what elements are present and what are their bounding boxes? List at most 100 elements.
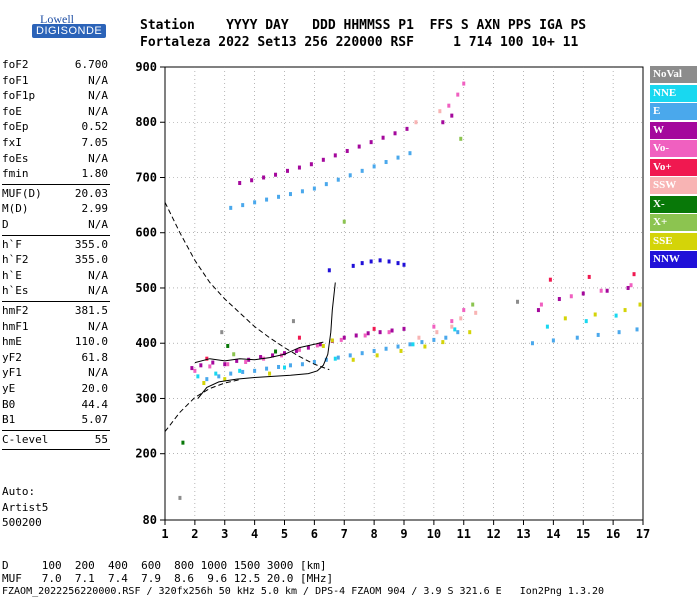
auto-label: Auto: bbox=[2, 485, 36, 498]
data-point bbox=[584, 319, 588, 324]
data-point bbox=[548, 277, 552, 282]
param-name: h`E bbox=[2, 268, 22, 282]
data-point bbox=[277, 194, 281, 199]
data-point bbox=[456, 92, 460, 97]
data-point bbox=[312, 360, 316, 365]
data-point bbox=[393, 131, 397, 136]
data-point bbox=[253, 368, 257, 373]
data-point bbox=[259, 355, 263, 360]
x-tick-label: 12 bbox=[486, 527, 500, 541]
data-point bbox=[288, 363, 292, 368]
data-point bbox=[327, 268, 331, 273]
data-point bbox=[444, 335, 448, 340]
data-point bbox=[384, 160, 388, 165]
data-point bbox=[396, 155, 400, 160]
data-point bbox=[348, 173, 352, 178]
data-point bbox=[381, 135, 385, 140]
trace-curve bbox=[164, 202, 330, 371]
data-point bbox=[321, 343, 325, 348]
param-value: N/A bbox=[88, 268, 108, 282]
data-point bbox=[262, 175, 266, 180]
data-point bbox=[345, 148, 349, 153]
legend-item: SSE bbox=[650, 232, 697, 250]
data-point bbox=[432, 324, 436, 329]
x-tick-label: 15 bbox=[576, 527, 590, 541]
param-value: 2.99 bbox=[81, 202, 109, 216]
data-point bbox=[474, 310, 478, 315]
data-point bbox=[297, 347, 301, 352]
data-point bbox=[193, 368, 197, 373]
data-point bbox=[271, 353, 275, 358]
data-point bbox=[408, 342, 412, 347]
x-tick-label: 1 bbox=[161, 527, 168, 541]
data-point bbox=[300, 362, 304, 367]
data-point bbox=[235, 358, 239, 363]
y-tick-label: 600 bbox=[135, 226, 157, 240]
footer-file-row: FZAOM_2022256220000.RSF / 320fx256h 50 k… bbox=[2, 586, 605, 597]
data-point bbox=[453, 327, 457, 332]
data-point bbox=[617, 330, 621, 335]
param-value: N/A bbox=[88, 284, 108, 298]
data-point bbox=[441, 120, 445, 125]
data-point bbox=[593, 312, 597, 317]
data-point bbox=[250, 178, 254, 183]
trace-curve bbox=[164, 379, 240, 432]
y-tick-label: 300 bbox=[135, 391, 157, 405]
data-point bbox=[241, 369, 245, 374]
legend-item: X- bbox=[650, 195, 697, 213]
data-point bbox=[226, 362, 230, 367]
data-point bbox=[378, 330, 382, 335]
data-point bbox=[324, 182, 328, 187]
param-name: B0 bbox=[2, 397, 16, 411]
logo-brand: Lowell bbox=[40, 12, 74, 26]
data-point bbox=[360, 261, 364, 266]
param-separator bbox=[2, 183, 110, 185]
data-point bbox=[336, 177, 340, 182]
y-tick-label: 800 bbox=[135, 115, 157, 129]
data-point bbox=[309, 162, 313, 167]
data-point bbox=[360, 168, 364, 173]
footer-muf-row: MUF 7.0 7.1 7.4 7.9 8.6 9.6 12.5 20.0 [M… bbox=[2, 572, 334, 585]
param-separator bbox=[2, 449, 110, 451]
data-point bbox=[199, 363, 203, 368]
data-point bbox=[635, 327, 639, 332]
data-point bbox=[220, 330, 224, 335]
data-point bbox=[274, 172, 278, 177]
data-point bbox=[536, 308, 540, 313]
grid bbox=[165, 67, 643, 520]
data-point bbox=[351, 263, 355, 268]
logo-product: DIGISONDE bbox=[32, 24, 107, 38]
data-point bbox=[208, 364, 212, 369]
data-point bbox=[360, 351, 364, 356]
param-name: fmin bbox=[2, 167, 29, 181]
y-tick-label: 80 bbox=[143, 513, 157, 527]
data-point bbox=[363, 333, 367, 338]
param-name: hmF2 bbox=[2, 304, 29, 317]
legend-item: Vo+ bbox=[650, 158, 697, 176]
data-point bbox=[265, 197, 269, 202]
data-point bbox=[545, 324, 549, 329]
param-name: yF1 bbox=[2, 366, 22, 380]
param-value: N/A bbox=[88, 366, 108, 380]
param-value: 55 bbox=[94, 432, 108, 446]
plot-frame bbox=[164, 66, 644, 521]
data-point bbox=[300, 189, 304, 194]
x-tick-label: 6 bbox=[311, 527, 318, 541]
param-value: 44.4 bbox=[81, 397, 109, 411]
legend-item: NNW bbox=[650, 251, 697, 268]
data-point bbox=[402, 262, 406, 267]
x-tick-label: 11 bbox=[457, 527, 471, 541]
data-point bbox=[342, 219, 346, 224]
data-point bbox=[387, 259, 391, 264]
data-point bbox=[369, 140, 373, 145]
data-point bbox=[244, 360, 248, 365]
x-tick-label: 7 bbox=[341, 527, 348, 541]
data-point bbox=[366, 331, 370, 336]
data-point bbox=[205, 356, 209, 361]
x-tick-label: 13 bbox=[516, 527, 530, 541]
data-point bbox=[330, 338, 334, 343]
param-value: N/A bbox=[88, 218, 108, 231]
param-name: M(D) bbox=[2, 202, 29, 216]
data-point bbox=[238, 181, 242, 186]
